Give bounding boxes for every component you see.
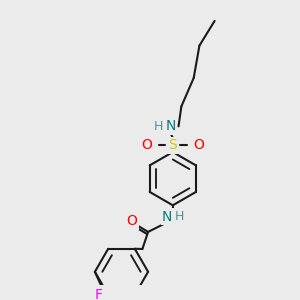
Text: O: O bbox=[127, 214, 137, 228]
Text: H: H bbox=[154, 120, 163, 133]
Text: O: O bbox=[142, 138, 153, 152]
Text: H: H bbox=[175, 210, 184, 223]
Text: F: F bbox=[95, 288, 103, 300]
Text: N: N bbox=[166, 119, 176, 134]
Text: N: N bbox=[162, 210, 172, 224]
Text: S: S bbox=[168, 138, 177, 152]
Text: O: O bbox=[193, 138, 204, 152]
